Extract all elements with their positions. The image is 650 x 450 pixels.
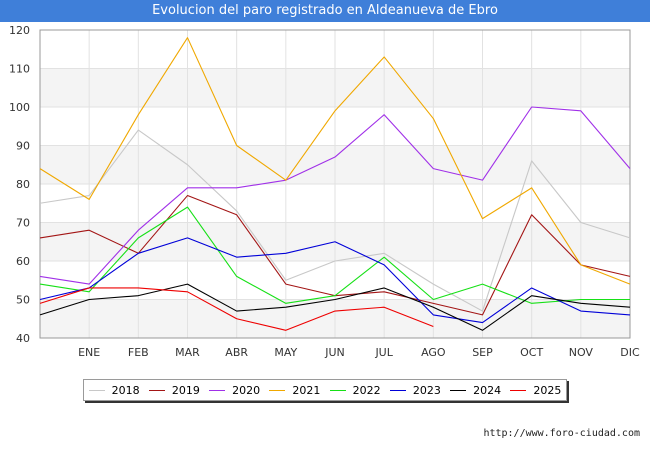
legend-item-2019: 2019 (148, 383, 200, 397)
chart-legend: 2018 2019 2020 2021 2022 2023 2024 2025 (83, 379, 567, 401)
legend-label: 2024 (473, 383, 502, 397)
y-tick-label: 60 (16, 255, 30, 268)
series-line-2025 (39, 287, 434, 331)
chart-title: Evolucion del paro registrado en Aldeanu… (152, 3, 498, 18)
y-tick-label: 70 (16, 217, 30, 230)
series-line-2018 (39, 129, 631, 312)
y-tick-label: 120 (9, 24, 30, 37)
y-tick-label: 40 (16, 332, 30, 345)
x-tick-label: NOV (569, 346, 594, 359)
x-tick-label: DIC (620, 346, 640, 359)
legend-label: 2020 (232, 383, 261, 397)
legend-label: 2022 (352, 383, 381, 397)
legend-label: 2021 (292, 383, 321, 397)
legend-swatch (209, 389, 226, 391)
legend-item-2025: 2025 (510, 384, 561, 397)
legend-label: 2025 (533, 383, 562, 397)
series-line-2023 (39, 237, 631, 324)
x-tick-label: FEB (128, 346, 149, 359)
x-tick-label: MAY (274, 346, 297, 359)
x-tick-label: AGO (421, 346, 446, 359)
y-tick-label: 80 (16, 178, 30, 191)
series-line-2022 (39, 206, 630, 304)
x-tick-label: MAR (175, 346, 200, 359)
x-tick-label: JUL (374, 346, 393, 359)
legend-item-2022: 2022 (329, 383, 381, 397)
y-tick-label: 50 (16, 294, 30, 307)
y-tick-label: 100 (9, 101, 30, 114)
series-line-2020 (39, 106, 631, 285)
legend-item-2021: 2021 (269, 384, 320, 397)
legend-swatch (510, 389, 527, 391)
legend-swatch (88, 389, 105, 391)
y-tick-label: 110 (9, 63, 30, 76)
plot-frame (39, 29, 631, 339)
legend-swatch (450, 389, 467, 391)
x-tick-label: OCT (520, 346, 543, 359)
legend-item-2023: 2023 (389, 383, 441, 397)
legend-item-2024: 2024 (450, 384, 501, 397)
legend-swatch (148, 389, 165, 391)
x-tick-label: ABR (225, 346, 248, 359)
series-line-2021 (39, 37, 631, 285)
legend-label: 2019 (171, 383, 200, 397)
series-line-2024 (39, 283, 631, 331)
legend-swatch (389, 389, 406, 391)
x-tick-label: JUN (324, 346, 345, 359)
legend-label: 2018 (111, 383, 140, 397)
x-tick-label: ENE (78, 346, 100, 359)
legend-label: 2023 (412, 383, 441, 397)
title-bar: Evolucion del paro registrado en Aldeanu… (0, 0, 650, 22)
legend-item-2018: 2018 (88, 383, 140, 397)
legend-item-2020: 2020 (209, 384, 260, 397)
legend-swatch (269, 389, 286, 391)
legend-swatch (329, 389, 346, 391)
y-tick-label: 90 (16, 140, 30, 153)
source-url: http://www.foro-ciudad.com (483, 428, 640, 439)
x-tick-label: SEP (472, 346, 493, 359)
